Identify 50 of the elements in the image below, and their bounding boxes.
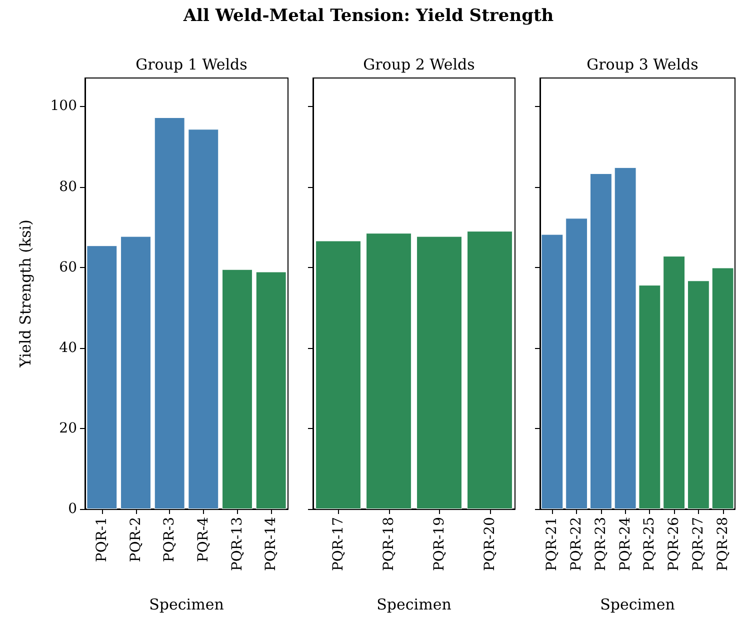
bar [566,218,588,509]
bar [86,246,118,509]
bar [541,234,564,509]
x-tick-label: PQR-23 [592,517,609,571]
x-axis-title: Specimen [600,596,676,614]
bar [712,268,734,509]
x-tick-label: PQR-1 [94,517,110,562]
bar [467,231,512,509]
text: All Weld-Metal Tension: Yield Strength [182,6,555,26]
x-axis-title: Specimen [376,596,452,614]
bar [188,129,219,509]
bar [120,236,151,509]
x-tick-label: PQR-18 [380,517,397,571]
x-tick-label: PQR-19 [431,517,448,571]
chart-title: Group 3 Welds [586,56,698,74]
x-tick-label: PQR-21 [544,517,560,571]
y-tick-label: 0 [68,501,77,517]
x-tick-label: PQR-3 [162,517,178,562]
x-axis-title: Specimen [149,596,224,614]
y-tick-label: 80 [59,178,77,195]
bar [590,173,612,509]
x-tick-label: PQR-20 [482,517,498,571]
y-tick-label: 20 [59,420,77,436]
chart-title: Group 1 Welds [136,56,248,74]
bar [687,280,710,509]
bar [154,117,185,509]
bar [366,233,412,509]
bar [256,272,286,509]
x-tick-label: PQR-22 [568,517,585,571]
bar [663,256,686,509]
y-axis-title: Yield Strength (ksi) [16,220,34,368]
y-tick-label: 100 [50,98,77,114]
x-tick-label: PQR-27 [690,517,706,571]
chart-title: Group 2 Welds [363,56,475,74]
bar [316,240,361,509]
bar [614,167,636,509]
x-tick-label: PQR-25 [642,517,658,571]
y-tick-label: 60 [59,259,77,276]
x-tick-label: PQR-4 [195,516,212,562]
x-tick-label: PQR-26 [666,516,682,571]
x-tick-label: PQR-13 [229,517,246,571]
x-tick-label: PQR-24 [617,516,634,571]
bar [638,285,661,509]
x-tick-label: PQR-17 [330,517,346,571]
bar [222,269,252,509]
x-tick-label: PQR-2 [128,517,144,562]
x-tick-label: PQR-28 [714,517,731,571]
bar [416,236,462,509]
x-tick-label: PQR-14 [263,516,280,571]
y-tick-label: 40 [59,340,77,356]
